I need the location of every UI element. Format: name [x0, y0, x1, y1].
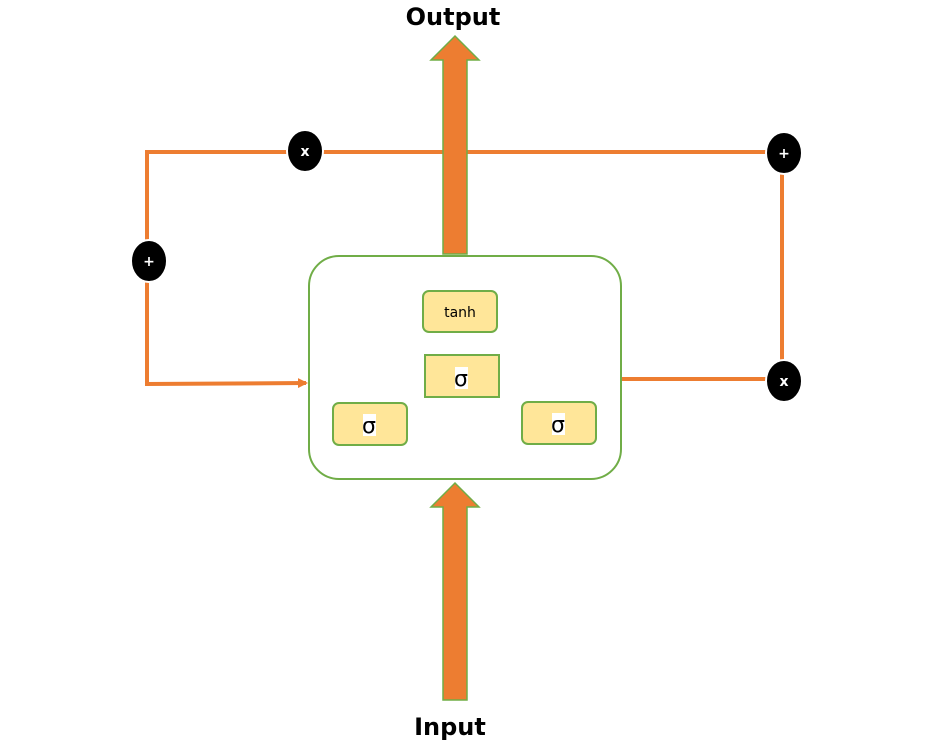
left-input-arrow	[144, 378, 308, 389]
output-arrow	[429, 34, 481, 255]
op-left-add: +	[130, 239, 168, 283]
op-top-right-add-label: +	[778, 146, 790, 162]
gate-tanh-label: tanh	[444, 305, 476, 321]
op-left-add-label: +	[143, 254, 155, 270]
gate-sigma-right: σ	[521, 401, 597, 445]
gate-sigma-left-label: σ	[362, 414, 376, 439]
gate-sigma-center-label: σ	[454, 367, 468, 392]
op-right-multiply: x	[765, 359, 803, 403]
op-top-multiply: x	[286, 129, 324, 173]
gate-sigma-center: σ	[424, 354, 500, 398]
gate-sigma-right-label: σ	[551, 413, 565, 438]
gate-sigma-left: σ	[332, 402, 408, 446]
gate-tanh: tanh	[422, 290, 498, 333]
op-top-right-add: +	[765, 131, 803, 175]
op-top-multiply-label: x	[300, 144, 309, 160]
output-label: Output	[406, 3, 501, 31]
op-right-multiply-label: x	[779, 374, 788, 390]
input-arrow	[429, 481, 481, 701]
input-label: Input	[414, 713, 486, 741]
